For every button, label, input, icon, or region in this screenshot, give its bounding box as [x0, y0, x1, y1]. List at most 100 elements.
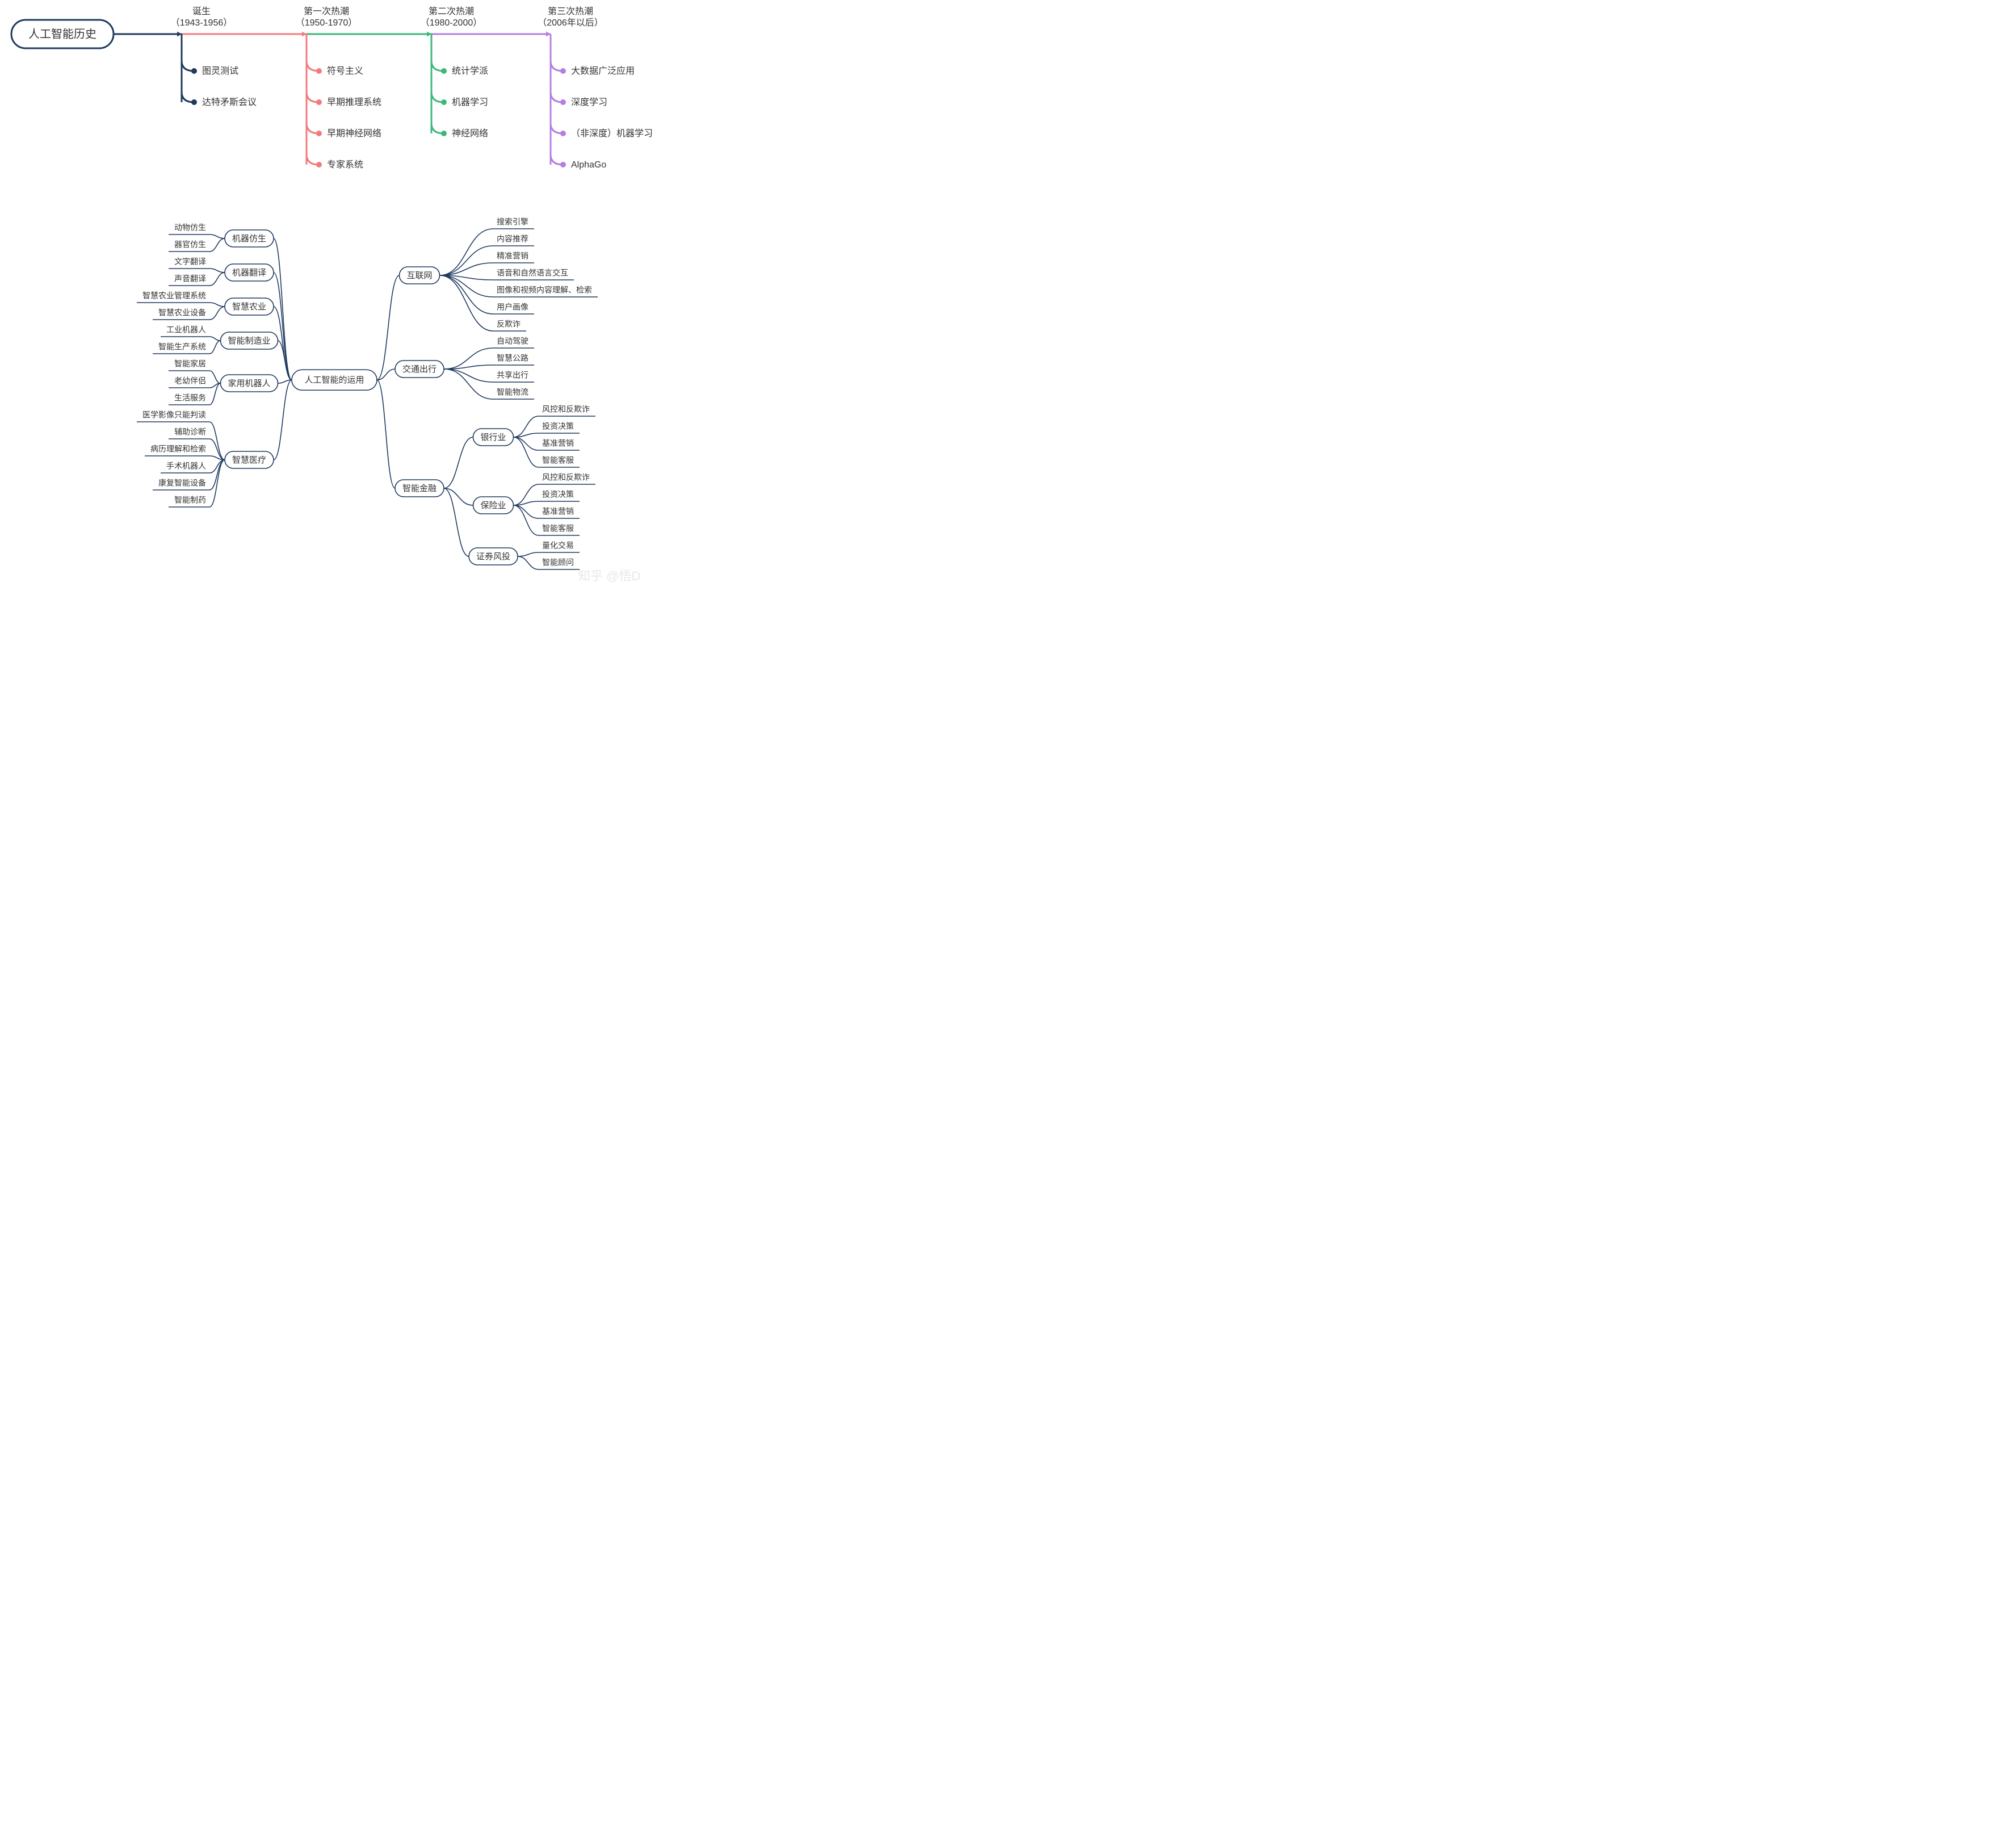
timeline-dot [560, 162, 566, 167]
mindmap-root-label: 人工智能的运用 [304, 375, 364, 385]
mindmap-edge [518, 556, 539, 569]
ai-application-mindmap: 动物仿生器官仿生机器仿生文字翻译声音翻译机器翻译智慧农业管理系统智慧农业设备智慧… [0, 204, 669, 590]
mindmap-edge [444, 365, 493, 369]
timeline-item: 早期神经网络 [327, 128, 381, 139]
mindmap-edge [514, 433, 539, 437]
mindmap-edge [440, 229, 494, 275]
era-subtitle: （1943-1956） [171, 18, 233, 28]
mindmap-leaf: 工业机器人 [166, 325, 206, 334]
era-subtitle: （2006年以后） [538, 18, 603, 28]
timeline-dot [316, 68, 322, 74]
timeline-dot [441, 99, 447, 105]
timeline-item: 神经网络 [452, 128, 488, 139]
era-title: 第三次热潮 [548, 6, 593, 16]
era-title: 第一次热潮 [304, 6, 349, 16]
timeline-dot [316, 131, 322, 136]
mindmap-leaf: 风控和反欺诈 [542, 473, 590, 482]
mindmap-leaf: 共享出行 [497, 371, 528, 380]
mindmap-edge [209, 337, 221, 341]
mindmap-leaf: 声音翻译 [174, 274, 206, 283]
timeline-dot [191, 68, 197, 74]
mindmap-leaf: 器官仿生 [174, 240, 206, 249]
mindmap-subnode-label: 证券风投 [476, 552, 510, 561]
mindmap-edge [514, 416, 539, 437]
mindmap-node-label: 智能制造业 [228, 336, 270, 346]
mindmap-leaf: 智能顾问 [542, 558, 574, 567]
timeline-item: 大数据广泛应用 [571, 65, 635, 76]
mindmap-edge [444, 488, 469, 556]
era-title: 诞生 [192, 6, 211, 16]
mindmap-leaf: 老幼伴侣 [174, 376, 206, 385]
mindmap-edge [209, 234, 225, 238]
mindmap-leaf: 语音和自然语言交互 [497, 269, 568, 278]
watermark: 知乎 @悟D [578, 569, 640, 583]
mindmap-node-label: 机器仿生 [232, 234, 266, 244]
mindmap-edge [514, 505, 539, 535]
timeline-dot [316, 162, 322, 167]
mindmap-edge [274, 380, 292, 460]
mindmap-edge [209, 383, 221, 405]
timeline-dot [560, 99, 566, 105]
mindmap-leaf: 智能客服 [542, 524, 574, 533]
timeline-dot [560, 131, 566, 136]
mindmap-leaf: 用户画像 [497, 303, 528, 312]
timeline-item: 图灵测试 [202, 66, 238, 76]
mindmap-leaf: 量化交易 [542, 541, 574, 550]
mindmap-leaf: 智能物流 [497, 388, 528, 397]
mindmap-leaf: 投资决策 [542, 490, 574, 499]
mindmap-edge [209, 371, 221, 383]
mindmap-node-label: 机器翻译 [232, 268, 266, 278]
mindmap-leaf: 智慧农业管理系统 [142, 291, 206, 300]
mindmap-edge [209, 269, 225, 273]
mindmap-leaf: 文字翻译 [174, 257, 206, 266]
mindmap-edge [440, 275, 494, 314]
mindmap-edge [209, 341, 221, 354]
timeline-item: 早期推理系统 [327, 97, 381, 107]
timeline-dot [560, 68, 566, 74]
mindmap-leaf: 智能客服 [542, 456, 574, 465]
era-subtitle: （1950-1970） [296, 18, 358, 28]
timeline-item: （非深度）机器学习 [571, 128, 653, 139]
timeline-dot [441, 131, 447, 136]
mindmap-edge [444, 369, 493, 382]
timeline-item: 机器学习 [452, 97, 488, 107]
mindmap-edge [514, 437, 539, 467]
mindmap-node-label: 智能金融 [402, 483, 437, 493]
timeline-item: 符号主义 [327, 66, 363, 76]
ai-history-timeline: 人工智能历史 诞生 （1943-1956） 第一次热潮 （1950-1970） 第二次热潮… [0, 0, 669, 204]
mindmap-leaf: 病历理解和检索 [150, 445, 206, 454]
mindmap-node-label: 交通出行 [402, 364, 437, 374]
timeline-dot [316, 99, 322, 105]
mindmap-edge [209, 303, 225, 307]
timeline-root-label: 人工智能历史 [28, 27, 96, 40]
mindmap-node-label: 互联网 [406, 271, 432, 280]
mindmap-edge [209, 307, 225, 320]
mindmap-leaf: 反欺诈 [497, 320, 521, 329]
mindmap-edge [514, 501, 539, 505]
mindmap-edge [514, 437, 539, 450]
mindmap-leaf: 内容推荐 [497, 234, 528, 244]
mindmap-leaf: 智能家居 [174, 359, 206, 368]
era-subtitle: （1980-2000） [421, 18, 482, 28]
mindmap-edge [518, 552, 539, 556]
mindmap-leaf: 手术机器人 [166, 462, 206, 471]
mindmap-edge [440, 275, 494, 297]
mindmap-edge [440, 246, 494, 275]
timeline-dot [191, 99, 197, 105]
mindmap-leaf: 投资决策 [542, 422, 574, 431]
mindmap-leaf: 生活服务 [174, 393, 206, 403]
mindmap-edge [377, 380, 395, 488]
mindmap-leaf: 智能生产系统 [158, 342, 206, 351]
mindmap-edge [444, 437, 473, 488]
mindmap-edge [514, 484, 539, 505]
mindmap-leaf: 图像和视频内容理解、检索 [497, 286, 592, 295]
mindmap-edge [514, 505, 539, 518]
mindmap-edge [440, 275, 494, 331]
mindmap-leaf: 智慧农业设备 [158, 308, 206, 317]
mindmap-leaf: 基准营销 [542, 439, 574, 448]
mindmap-node-label: 家用机器人 [228, 379, 270, 388]
mindmap-leaf: 辅助诊断 [174, 428, 206, 437]
timeline-item: 深度学习 [571, 97, 607, 107]
mindmap-leaf: 精准营销 [497, 252, 528, 261]
era-title: 第二次热潮 [429, 6, 474, 16]
